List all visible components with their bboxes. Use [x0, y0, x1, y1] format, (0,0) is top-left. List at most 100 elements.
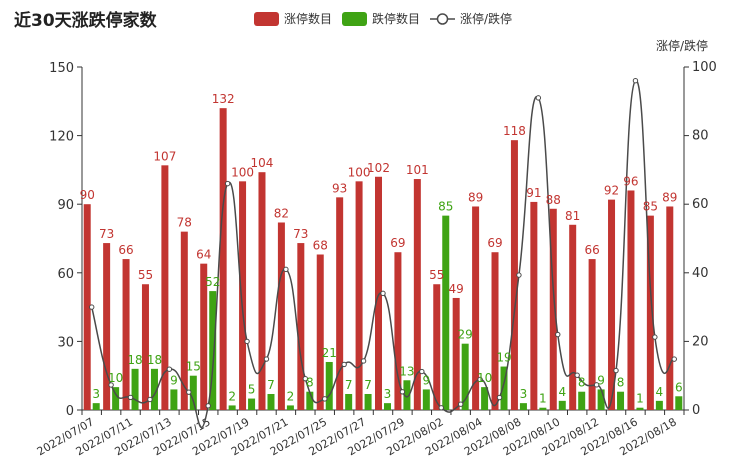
- ratio-point[interactable]: [419, 368, 425, 375]
- ratio-point[interactable]: [613, 367, 619, 374]
- bar-down[interactable]: [539, 407, 547, 410]
- bar-up[interactable]: [83, 204, 91, 410]
- ratio-point[interactable]: [244, 338, 250, 345]
- bar-up[interactable]: [666, 206, 674, 410]
- bar-down[interactable]: [112, 387, 120, 410]
- ratio-point[interactable]: [283, 266, 289, 273]
- ratio-point[interactable]: [89, 304, 95, 310]
- ratio-point[interactable]: [186, 389, 192, 395]
- bar-down[interactable]: [92, 403, 100, 410]
- bar-down[interactable]: [228, 405, 236, 410]
- bar-down[interactable]: [209, 291, 217, 410]
- bar-up[interactable]: [161, 165, 169, 410]
- ratio-point[interactable]: [205, 403, 211, 409]
- ratio-point[interactable]: [457, 401, 464, 407]
- bar-up[interactable]: [510, 140, 518, 410]
- ratio-point[interactable]: [632, 78, 639, 84]
- ratio-point[interactable]: [593, 382, 600, 388]
- bar-down[interactable]: [442, 215, 450, 410]
- ratio-point[interactable]: [652, 334, 658, 340]
- ratio-point[interactable]: [341, 361, 347, 368]
- bar-up[interactable]: [608, 199, 616, 410]
- bar-up[interactable]: [297, 243, 305, 410]
- legend-item-up[interactable]: 涨停数目: [254, 11, 332, 26]
- ratio-point[interactable]: [360, 358, 367, 364]
- bar-down[interactable]: [500, 366, 508, 410]
- bar-up[interactable]: [141, 284, 149, 410]
- bar-up[interactable]: [588, 259, 596, 410]
- ratio-point[interactable]: [166, 366, 173, 372]
- bar-down[interactable]: [655, 400, 663, 410]
- bar-up[interactable]: [219, 108, 227, 410]
- ratio-point[interactable]: [555, 331, 561, 338]
- bar-down[interactable]: [189, 375, 197, 410]
- bar-down[interactable]: [150, 368, 158, 410]
- ratio-point[interactable]: [399, 389, 406, 395]
- bar-up[interactable]: [452, 297, 460, 410]
- bar-up[interactable]: [336, 197, 344, 410]
- ratio-point[interactable]: [574, 372, 580, 378]
- bar-up[interactable]: [375, 176, 382, 410]
- data-label-down: 21: [322, 346, 337, 360]
- bar-down[interactable]: [578, 391, 586, 410]
- ratio-point[interactable]: [516, 272, 522, 278]
- bar-up[interactable]: [258, 172, 266, 410]
- bar-down[interactable]: [481, 387, 489, 410]
- bar-up[interactable]: [549, 208, 557, 410]
- bar-down[interactable]: [597, 389, 605, 410]
- bar-down[interactable]: [636, 407, 644, 410]
- bar-up[interactable]: [103, 243, 111, 410]
- bar-down[interactable]: [422, 389, 430, 410]
- bar-up[interactable]: [491, 252, 499, 410]
- bar-down[interactable]: [248, 398, 256, 410]
- bar-down[interactable]: [364, 393, 372, 410]
- bar-up[interactable]: [413, 179, 421, 410]
- bar-down[interactable]: [170, 389, 178, 410]
- bar-down[interactable]: [675, 396, 683, 410]
- bar-down[interactable]: [325, 361, 333, 410]
- ratio-point[interactable]: [535, 95, 542, 101]
- bar-up[interactable]: [530, 201, 538, 410]
- ratio-point[interactable]: [302, 375, 309, 382]
- ratio-point[interactable]: [477, 376, 483, 383]
- ratio-point[interactable]: [224, 180, 231, 187]
- bar-down[interactable]: [558, 400, 566, 410]
- ratio-point[interactable]: [380, 290, 386, 297]
- bar-up[interactable]: [122, 259, 130, 410]
- bar-up[interactable]: [355, 181, 363, 410]
- bar-up[interactable]: [277, 222, 285, 410]
- bar-down[interactable]: [286, 405, 294, 410]
- data-label-layer: 9037310661855181079781564521322100510478…: [80, 92, 683, 406]
- ratio-point[interactable]: [147, 396, 153, 403]
- bar-up[interactable]: [200, 263, 208, 410]
- bar-down[interactable]: [267, 393, 275, 410]
- ratio-point[interactable]: [108, 382, 114, 388]
- bar-up[interactable]: [394, 252, 402, 410]
- ratio-point[interactable]: [263, 356, 270, 362]
- legend-item-down[interactable]: 跌停数目: [342, 11, 420, 26]
- bar-down[interactable]: [345, 393, 353, 410]
- bar-down[interactable]: [306, 391, 314, 410]
- ratio-point[interactable]: [438, 405, 444, 411]
- legend-item-ratio[interactable]: 涨停/跌停: [430, 11, 512, 26]
- ratio-point[interactable]: [322, 396, 328, 402]
- bar-down[interactable]: [403, 380, 411, 410]
- data-label-up: 78: [177, 216, 192, 230]
- bar-down[interactable]: [617, 391, 625, 410]
- bar-up[interactable]: [646, 215, 654, 410]
- ratio-point[interactable]: [496, 394, 503, 401]
- bar-up[interactable]: [627, 190, 635, 410]
- bar-up[interactable]: [239, 181, 247, 410]
- ratio-point[interactable]: [127, 394, 134, 401]
- ratio-point[interactable]: [671, 356, 677, 362]
- bar-down[interactable]: [131, 368, 139, 410]
- bar-down[interactable]: [384, 403, 391, 410]
- bar-down[interactable]: [461, 343, 469, 410]
- bar-up[interactable]: [569, 224, 577, 410]
- bar-up[interactable]: [180, 231, 188, 410]
- bar-up[interactable]: [433, 284, 441, 410]
- bar-down[interactable]: [519, 403, 527, 410]
- bar-up[interactable]: [316, 254, 324, 410]
- data-label-up: 66: [584, 243, 599, 257]
- bar-up[interactable]: [472, 206, 480, 410]
